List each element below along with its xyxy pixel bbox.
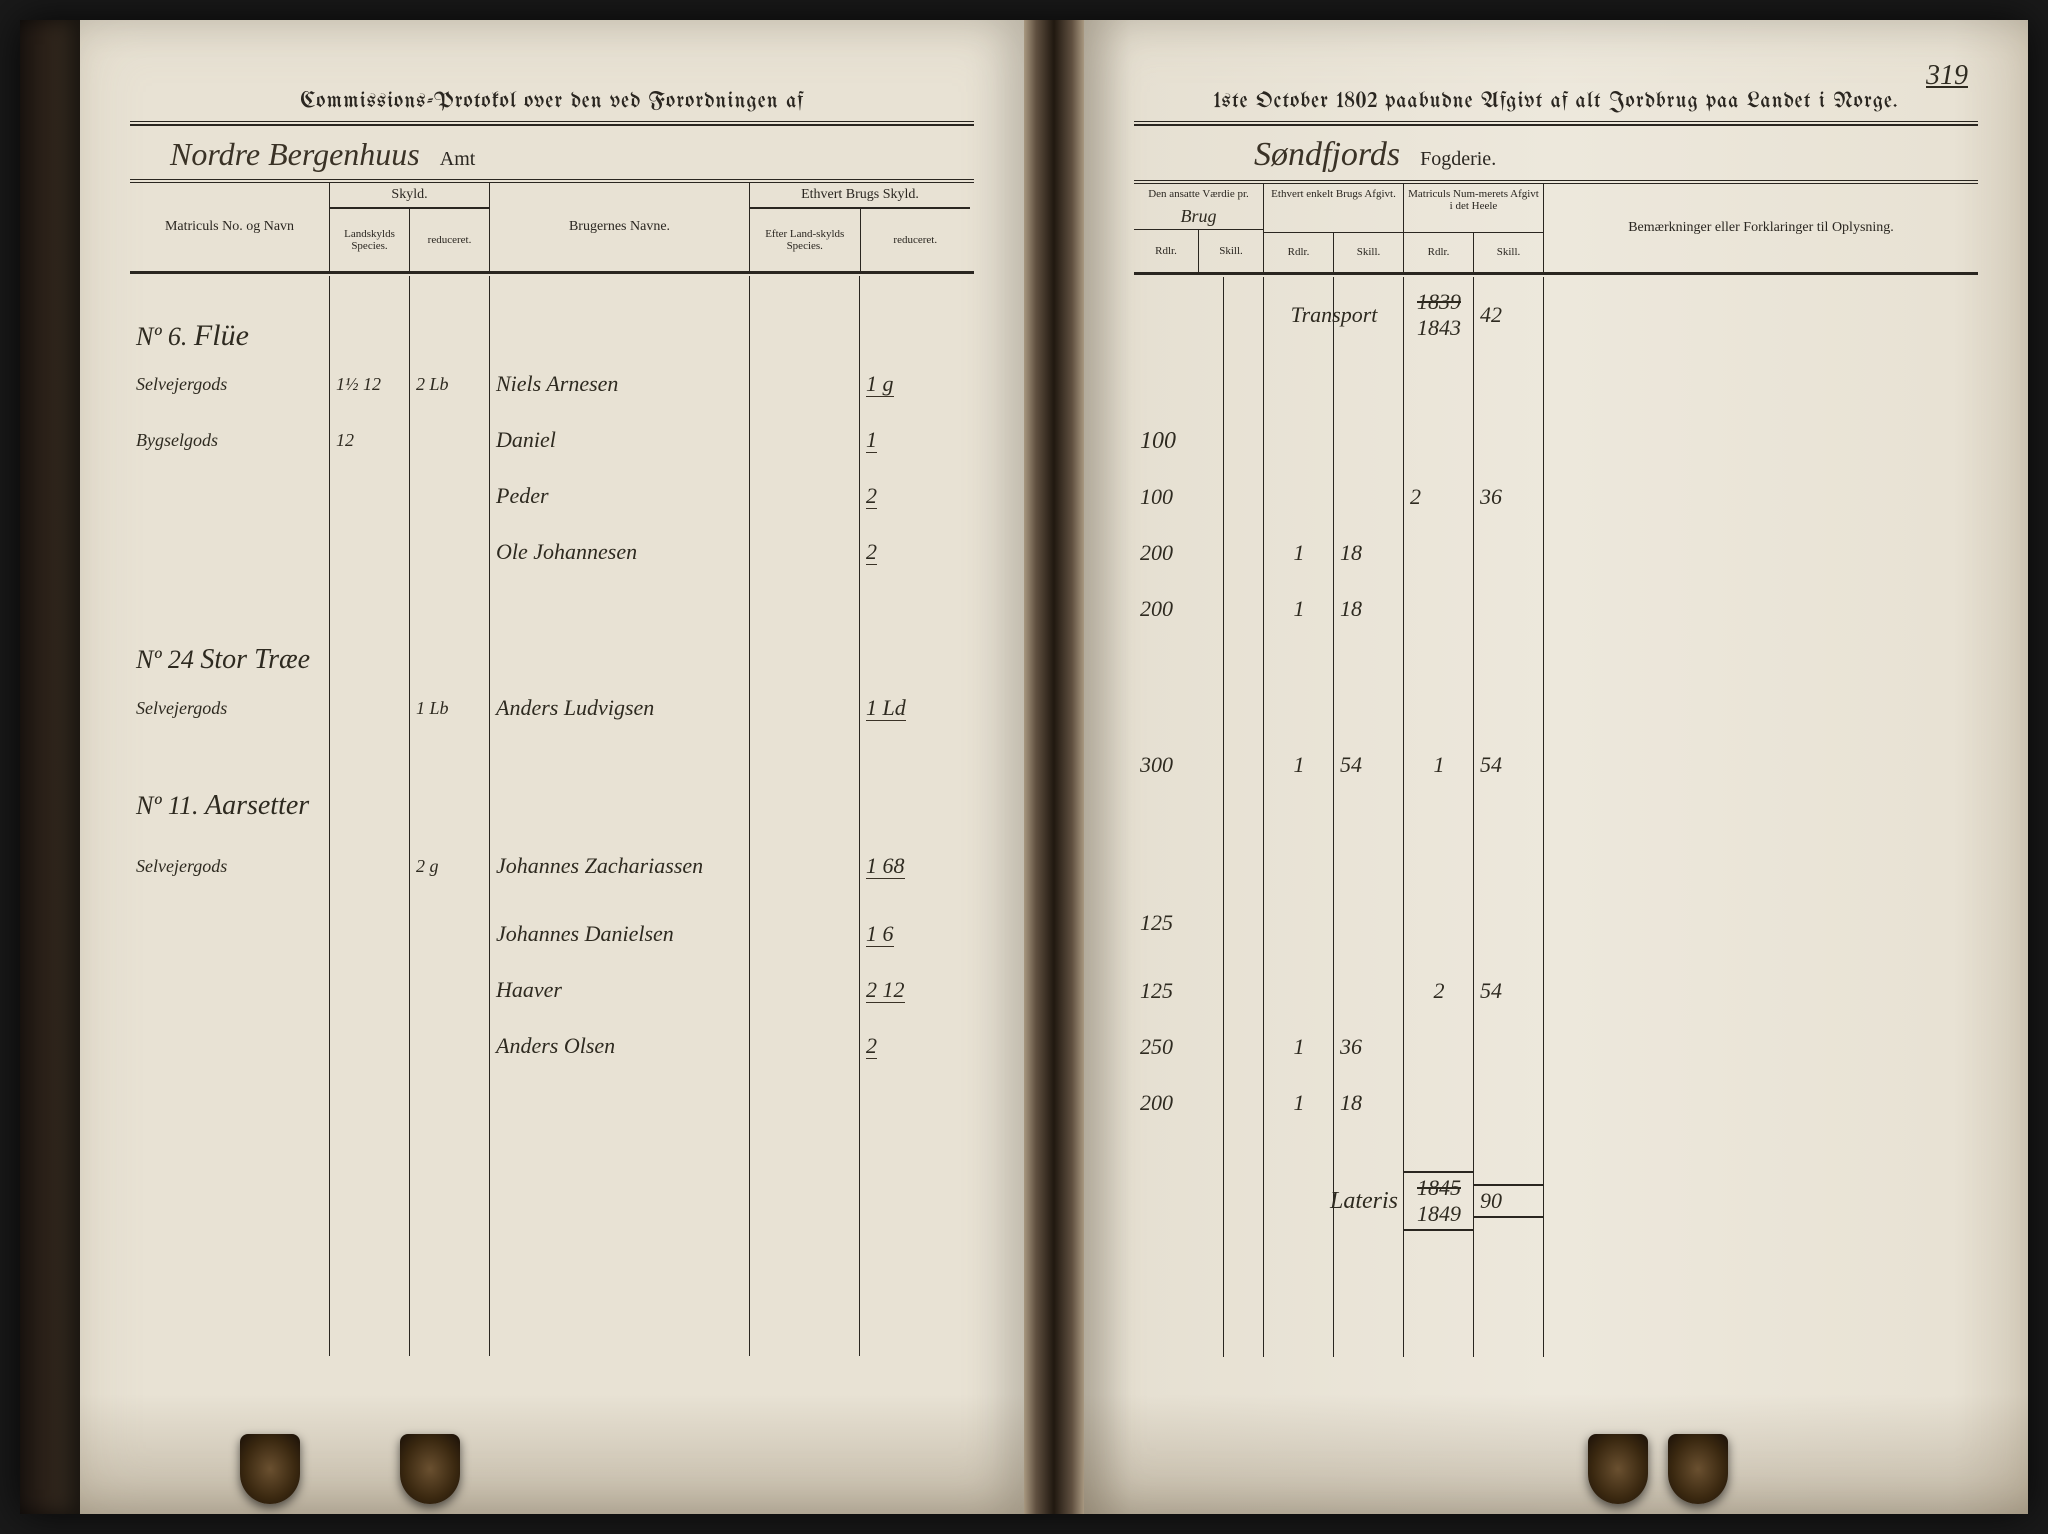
table-row xyxy=(1134,373,1978,413)
page-shadow xyxy=(80,1394,1024,1514)
table-row: Anders Olsen 2 xyxy=(130,1018,974,1074)
header-right: 1ste October 1802 paabudne Afgivt af alt… xyxy=(1114,90,1998,113)
table-row: Selvejergods 1 Lb Anders Ludvigsen 1 Ld xyxy=(130,680,974,736)
left-page: Commissions-Protokol over den ved Forord… xyxy=(80,20,1024,1514)
table-row: 200 1 18 xyxy=(1134,581,1978,637)
table-row: Nº 6. Flüe xyxy=(130,316,974,356)
fogderie-label: Fogderie. xyxy=(1420,148,1496,171)
column-headers-left: Matriculs No. og Navn Skyld. Landskylds … xyxy=(130,182,974,272)
table-row: 100 xyxy=(1134,413,1978,469)
book-clasp xyxy=(1668,1434,1728,1504)
rule xyxy=(1134,121,1978,122)
table-row: Nº 11. Aarsetter xyxy=(130,786,974,826)
rule xyxy=(130,124,974,126)
rule xyxy=(1134,273,1978,275)
ledger-body-right: Transport 1839 1843 42 100 100 xyxy=(1134,277,1978,1357)
rule xyxy=(130,179,974,180)
col-brugere: Brugernes Navne. xyxy=(490,183,750,271)
right-page: 319 1ste October 1802 paabudne Afgivt af… xyxy=(1084,20,2028,1514)
ledger-body-left: Nº 6. Flüe Selvejergods 1½ 12 2 Lb Niels… xyxy=(130,276,974,1356)
table-row: Selvejergods 2 g Johannes Zachariassen 1… xyxy=(130,826,974,906)
book-spine xyxy=(20,20,80,1514)
header-left: Commissions-Protokol over den ved Forord… xyxy=(110,90,994,113)
col-remarks: Bemærkninger eller Forklaringer til Oply… xyxy=(1544,184,1978,272)
region-right: Søndfjords Fogderie. xyxy=(1114,128,1998,178)
amt-name: Nordre Bergenhuus xyxy=(170,136,420,173)
lateris-row: Lateris 1845 1849 90 xyxy=(1134,1171,1978,1231)
col-brugs-skyld: Ethvert Brugs Skyld. Efter Land-skylds S… xyxy=(750,183,970,271)
rule xyxy=(1134,124,1978,126)
col-skyld: Skyld. Landskylds Species. reduceret. xyxy=(330,183,490,271)
book-clasp xyxy=(1588,1434,1648,1504)
table-row: Nº 24 Stor Træe xyxy=(130,640,974,680)
col-matriculs: Matriculs No. og Navn xyxy=(130,183,330,271)
rule xyxy=(1134,180,1978,181)
table-row: Peder 2 xyxy=(130,468,974,524)
table-row: Bygselgods 12 Daniel 1 xyxy=(130,412,974,468)
table-row: 100 2 36 xyxy=(1134,469,1978,525)
table-row: Johannes Danielsen 1 6 xyxy=(130,906,974,962)
table-row: 125 2 54 xyxy=(1134,963,1978,1019)
table-row: 125 xyxy=(1134,883,1978,963)
col-brugs-afgivt: Ethvert enkelt Brugs Afgivt. Rdlr. Skill… xyxy=(1264,184,1404,272)
transport-row: Transport 1839 1843 42 xyxy=(1134,287,1978,343)
amt-label: Amt xyxy=(440,148,476,171)
rule xyxy=(130,121,974,122)
page-shadow xyxy=(1084,1394,2028,1514)
book-clasp xyxy=(400,1434,460,1504)
fogderie-name: Søndfjords xyxy=(1254,136,1400,174)
col-verdi: Den ansatte Værdie pr. Brug Rdlr. Skill. xyxy=(1134,184,1264,272)
table-row: 200 1 18 xyxy=(1134,525,1978,581)
table-row xyxy=(1134,843,1978,883)
book-gutter xyxy=(1024,20,1084,1514)
book-clasp xyxy=(240,1434,300,1504)
rule xyxy=(130,272,974,274)
table-row: Ole Johannesen 2 xyxy=(130,524,974,580)
column-headers-right: Den ansatte Værdie pr. Brug Rdlr. Skill.… xyxy=(1134,183,1978,273)
table-row xyxy=(1134,697,1978,737)
table-row: 200 1 18 xyxy=(1134,1075,1978,1131)
page-number: 319 xyxy=(1926,60,1968,92)
entries-right: Transport 1839 1843 42 100 100 xyxy=(1134,277,1978,1231)
table-row: Selvejergods 1½ 12 2 Lb Niels Arnesen 1 … xyxy=(130,356,974,412)
table-row: 300 1 54 1 54 xyxy=(1134,737,1978,793)
region-left: Nordre Bergenhuus Amt xyxy=(110,128,994,177)
col-matr-afgivt: Matriculs Num-merets Afgivt i det Heele … xyxy=(1404,184,1544,272)
table-row: Haaver 2 12 xyxy=(130,962,974,1018)
table-row: 250 1 36 xyxy=(1134,1019,1978,1075)
ledger-book: Commissions-Protokol over den ved Forord… xyxy=(20,20,2028,1514)
entries-left: Nº 6. Flüe Selvejergods 1½ 12 2 Lb Niels… xyxy=(130,276,974,1074)
